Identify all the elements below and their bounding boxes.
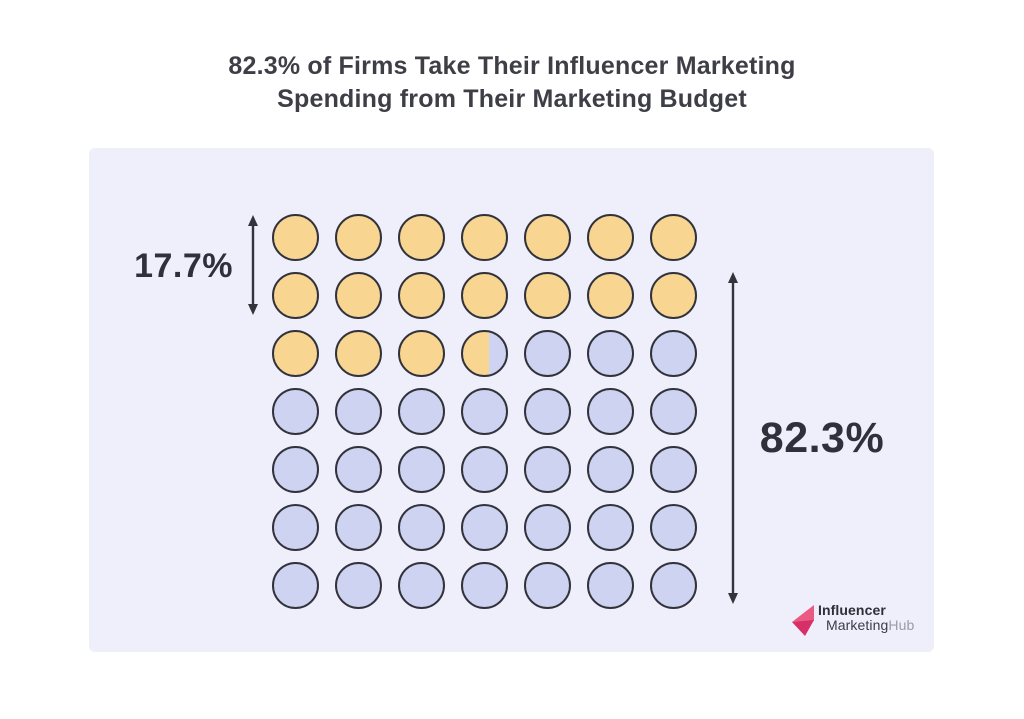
waffle-circle-remainder: [587, 330, 634, 377]
waffle-circle-highlight: [398, 330, 445, 377]
waffle-circle-remainder: [587, 504, 634, 551]
waffle-circle-remainder: [587, 388, 634, 435]
highlight-percent-label: 17.7%: [134, 247, 233, 285]
chart-title: 82.3% of Firms Take Their Influencer Mar…: [0, 50, 1024, 116]
waffle-circle-remainder: [335, 504, 382, 551]
waffle-circle-remainder: [398, 388, 445, 435]
waffle-circle-remainder: [272, 388, 319, 435]
chart-title-line1: 82.3% of Firms Take Their Influencer Mar…: [228, 52, 796, 80]
waffle-circle-partial: [461, 330, 508, 377]
waffle-circle-highlight: [335, 214, 382, 261]
waffle-circle-highlight: [335, 272, 382, 319]
waffle-circle-remainder: [524, 446, 571, 493]
waffle-circle-remainder: [587, 562, 634, 609]
waffle-circle-remainder: [650, 504, 697, 551]
waffle-circle-highlight: [650, 272, 697, 319]
remainder-range-arrow-icon: [728, 272, 738, 604]
brand-logo-text: Influencer MarketingHub: [818, 603, 914, 633]
waffle-circle-remainder: [461, 388, 508, 435]
brand-logo-arrow-icon: [792, 605, 814, 636]
brand-logo-hub: Hub: [888, 617, 915, 633]
waffle-circle-highlight: [461, 272, 508, 319]
waffle-circle-remainder: [335, 446, 382, 493]
chart-panel: 17.7% 82.3% Influencer MarketingHub: [89, 148, 934, 652]
waffle-circle-highlight: [272, 272, 319, 319]
waffle-circle-highlight: [650, 214, 697, 261]
waffle-circle-highlight: [461, 214, 508, 261]
waffle-circle-remainder: [398, 504, 445, 551]
highlight-range-arrow-icon: [248, 215, 258, 315]
waffle-circle-remainder: [398, 446, 445, 493]
waffle-circle-remainder: [335, 562, 382, 609]
waffle-circle-remainder: [524, 388, 571, 435]
waffle-circle-highlight: [272, 214, 319, 261]
waffle-grid: [272, 214, 697, 609]
waffle-circle-highlight: [524, 214, 571, 261]
waffle-circle-highlight: [398, 214, 445, 261]
waffle-circle-remainder: [587, 446, 634, 493]
waffle-circle-highlight: [398, 272, 445, 319]
brand-logo-influencer: Influencer: [818, 602, 886, 618]
waffle-circle-highlight: [587, 272, 634, 319]
brand-logo-marketing: Marketing: [826, 617, 889, 633]
waffle-circle-remainder: [650, 330, 697, 377]
waffle-circle-remainder: [650, 562, 697, 609]
waffle-circle-remainder: [461, 446, 508, 493]
waffle-circle-remainder: [272, 446, 319, 493]
waffle-circle-remainder: [461, 562, 508, 609]
chart-title-line2: Spending from Their Marketing Budget: [277, 85, 747, 113]
waffle-circle-remainder: [272, 504, 319, 551]
waffle-circle-highlight: [587, 214, 634, 261]
waffle-circle-remainder: [524, 504, 571, 551]
waffle-circle-highlight: [335, 330, 382, 377]
waffle-circle-highlight: [524, 272, 571, 319]
waffle-circle-remainder: [650, 446, 697, 493]
brand-logo: Influencer MarketingHub: [790, 603, 914, 637]
brand-logo-marketinghub: MarketingHub: [826, 618, 914, 633]
waffle-circle-remainder: [524, 330, 571, 377]
waffle-circle-highlight: [272, 330, 319, 377]
waffle-circle-remainder: [335, 388, 382, 435]
waffle-circle-remainder: [461, 504, 508, 551]
remainder-percent-label: 82.3%: [759, 414, 885, 462]
waffle-circle-remainder: [650, 388, 697, 435]
waffle-circle-remainder: [524, 562, 571, 609]
waffle-circle-remainder: [272, 562, 319, 609]
waffle-circle-remainder: [398, 562, 445, 609]
